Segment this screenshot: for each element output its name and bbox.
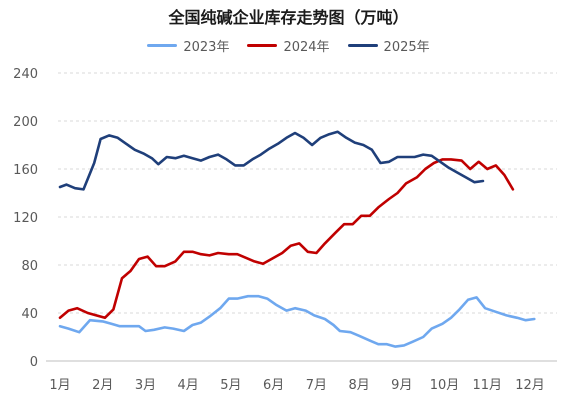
legend-label-2025: 2025年 — [383, 40, 430, 55]
x-tick-label-8: 8月 — [348, 378, 369, 393]
x-tick-label-5: 5月 — [220, 378, 241, 393]
x-tick-label-12: 12月 — [515, 378, 545, 393]
x-tick-label-7: 7月 — [306, 378, 327, 393]
x-tick-label-9: 9月 — [391, 378, 412, 393]
legend-label-2024: 2024年 — [283, 40, 330, 55]
y-tick-label-160: 160 — [13, 163, 38, 178]
legend-swatch-2025 — [347, 44, 378, 47]
legend-swatch-2024 — [247, 44, 278, 47]
y-tick-label-240: 240 — [13, 67, 38, 82]
x-tick-label-1: 1月 — [49, 378, 70, 393]
legend-item-2025: 2025年 — [347, 36, 430, 55]
y-tick-label-0: 0 — [30, 355, 38, 370]
legend-label-2023: 2023年 — [183, 40, 230, 55]
x-tick-label-4: 4月 — [178, 378, 199, 393]
legend-swatch-2023 — [147, 44, 178, 47]
series-line-2023 — [58, 294, 536, 348]
y-tick-label-120: 120 — [13, 211, 38, 226]
series-line-2025 — [58, 130, 485, 191]
x-tick-label-11: 11月 — [472, 378, 502, 393]
x-tick-label-10: 10月 — [430, 378, 460, 393]
y-tick-label-200: 200 — [13, 115, 38, 130]
legend-item-2024: 2024年 — [247, 36, 330, 55]
chart-title: 全国纯碱企业库存走势图（万吨） — [168, 8, 409, 27]
x-tick-label-2: 2月 — [92, 378, 113, 393]
x-tick-label-3: 3月 — [135, 378, 156, 393]
chart-legend: 2023年 2024年 2025年 — [0, 36, 577, 55]
series-line-2024 — [58, 158, 515, 320]
x-tick-label-6: 6月 — [263, 378, 284, 393]
legend-item-2023: 2023年 — [147, 36, 229, 55]
y-tick-label-40: 40 — [21, 307, 38, 322]
y-tick-label-80: 80 — [21, 259, 38, 274]
